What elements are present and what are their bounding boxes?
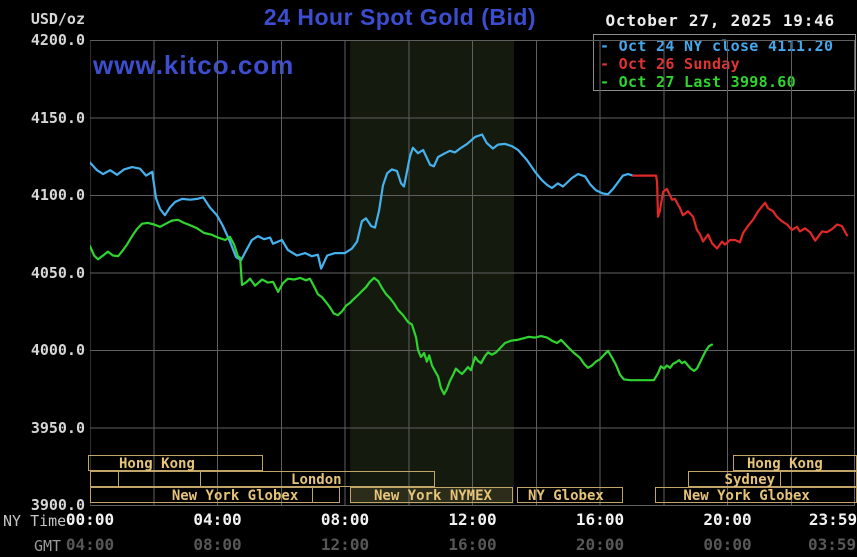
price-line-series-2 xyxy=(90,218,714,396)
session-box-london xyxy=(90,471,435,487)
session-box-new-york-nymex xyxy=(350,487,513,503)
kitco-watermark: www.kitco.com xyxy=(93,50,295,80)
gmt-tick-label: 12:00 xyxy=(320,535,370,554)
session-label: London xyxy=(291,472,342,488)
session-divider xyxy=(118,471,120,487)
session-box-sydney xyxy=(687,471,857,487)
legend-swatch-dash: - xyxy=(600,37,619,55)
ny-time-tick-label: 00:00 xyxy=(65,510,115,529)
price-line-series-1 xyxy=(631,174,849,250)
ny-time-tick-label: 12:00 xyxy=(448,510,497,529)
ny-time-tick-label: 23:59 xyxy=(808,510,857,529)
legend-label: Oct 26 Sunday xyxy=(618,55,740,73)
gmt-tick-label: 04:00 xyxy=(65,535,115,554)
legend-label: Oct 27 Last 3998.60 xyxy=(618,73,796,91)
timestamp: October 27, 2025 19:46 xyxy=(605,11,835,30)
gmt-tick-label: 03:59 xyxy=(807,535,857,554)
session-box-new-york-globex xyxy=(655,487,857,503)
y-tick-label: 4100.0 xyxy=(30,186,85,204)
session-divider xyxy=(199,471,201,487)
legend-swatch-dash: - xyxy=(600,73,619,91)
gmt-axis-caption: GMT xyxy=(34,537,62,555)
session-label: New York Globex xyxy=(171,488,299,504)
y-tick-label: 4150.0 xyxy=(30,108,85,127)
session-label: New York Globex xyxy=(683,488,810,504)
session-label: Hong Kong xyxy=(119,456,195,472)
legend-item: - Oct 26 Sunday xyxy=(600,55,740,73)
session-label: NY Globex xyxy=(527,488,604,504)
price-plot xyxy=(90,40,855,506)
ny-time-tick-label: 16:00 xyxy=(575,510,625,529)
session-box-hong-kong xyxy=(88,455,264,471)
gmt-tick-label: 16:00 xyxy=(448,535,497,554)
session-box-new-york-globex xyxy=(90,487,340,503)
gmt-tick-label: 08:00 xyxy=(193,535,242,554)
session-divider xyxy=(311,487,313,503)
session-box-hong-kong xyxy=(732,455,857,471)
ny-time-tick-label: 08:00 xyxy=(320,510,370,529)
session-box-ny-globex xyxy=(517,487,623,503)
y-tick-label: 4200.0 xyxy=(30,31,85,49)
ny-time-tick-label: 20:00 xyxy=(703,510,752,529)
page-title: 24 Hour Spot Gold (Bid) xyxy=(263,4,537,30)
gmt-tick-label: 20:00 xyxy=(575,535,625,554)
legend: - Oct 24 NY close 4111.20- Oct 26 Sunday… xyxy=(593,34,856,91)
nymex-session-band xyxy=(350,40,514,504)
legend-label: Oct 24 NY close 4111.20 xyxy=(618,37,834,55)
y-tick-label: 3900.0 xyxy=(30,496,85,514)
ny-time-tick-label: 04:00 xyxy=(193,510,242,529)
session-label: Hong Kong xyxy=(746,456,823,472)
y-axis-unit-label: USD/oz xyxy=(30,10,85,28)
y-tick-label: 4050.0 xyxy=(30,263,85,282)
y-tick-label: 4000.0 xyxy=(30,341,85,359)
session-label: Sydney xyxy=(724,472,776,488)
legend-item: - Oct 27 Last 3998.60 xyxy=(600,73,796,91)
legend-item: - Oct 24 NY close 4111.20 xyxy=(600,37,833,55)
ny-time-axis-caption: NY Time xyxy=(3,512,67,530)
session-divider xyxy=(780,471,782,487)
session-label: New York NYMEX xyxy=(373,488,492,504)
price-line-series-0 xyxy=(90,133,635,270)
legend-swatch-dash: - xyxy=(600,55,619,73)
gmt-tick-label: 00:00 xyxy=(703,535,752,554)
y-tick-label: 3950.0 xyxy=(30,418,85,437)
